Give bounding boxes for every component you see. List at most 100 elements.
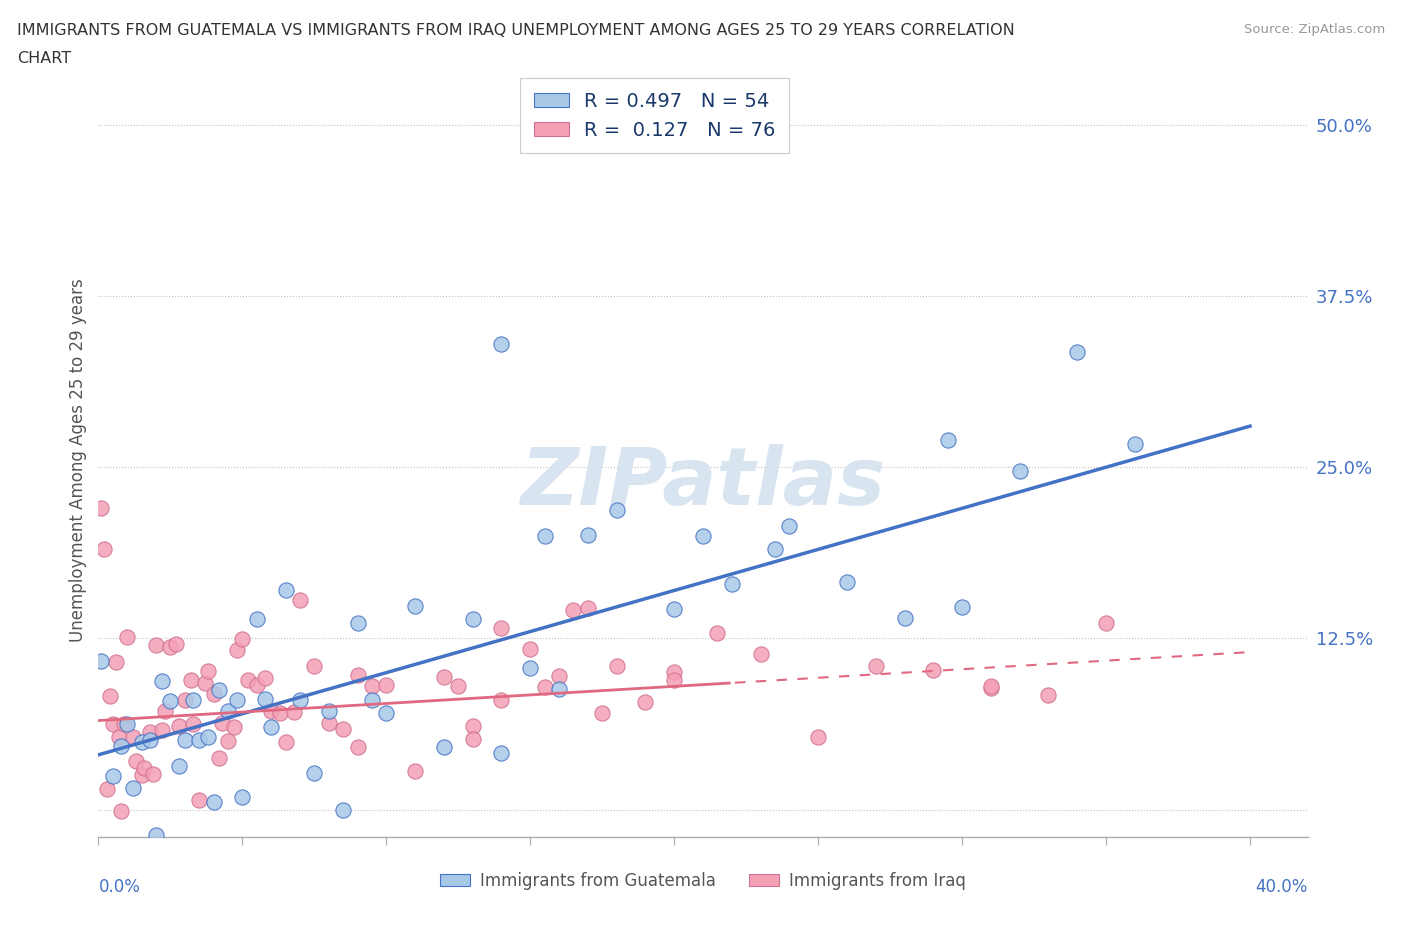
Point	[720, 577, 742, 591]
Point	[104, 655, 127, 670]
Point	[591, 705, 613, 720]
Text: CHART: CHART	[17, 51, 70, 66]
Point	[142, 766, 165, 781]
Point	[461, 611, 484, 626]
Point	[183, 693, 205, 708]
Point	[110, 739, 132, 754]
Point	[101, 717, 124, 732]
Point	[231, 631, 253, 646]
Point	[98, 688, 121, 703]
Point	[90, 501, 112, 516]
Point	[159, 640, 181, 655]
Point	[1038, 687, 1060, 702]
Point	[332, 803, 354, 817]
Point	[361, 679, 384, 694]
Point	[361, 692, 384, 707]
Point	[274, 735, 297, 750]
Point	[304, 658, 326, 673]
Point	[145, 638, 167, 653]
Point	[548, 682, 571, 697]
Point	[183, 717, 205, 732]
Point	[1123, 437, 1146, 452]
Point	[576, 600, 599, 615]
Point	[807, 729, 830, 744]
Point	[533, 528, 555, 543]
Point	[131, 768, 153, 783]
Point	[217, 734, 239, 749]
Point	[145, 827, 167, 842]
Point	[236, 672, 259, 687]
Point	[153, 704, 176, 719]
Point	[225, 693, 247, 708]
Point	[664, 672, 686, 687]
Point	[188, 792, 211, 807]
Point	[122, 729, 145, 744]
Point	[1095, 616, 1118, 631]
Point	[332, 721, 354, 736]
Point	[197, 729, 219, 744]
Point	[288, 692, 311, 707]
Point	[208, 683, 231, 698]
Point	[763, 542, 786, 557]
Point	[433, 739, 456, 754]
Point	[606, 658, 628, 673]
Point	[202, 794, 225, 809]
Text: 0.0%: 0.0%	[98, 879, 141, 897]
Point	[180, 672, 202, 687]
Point	[288, 592, 311, 607]
Point	[202, 686, 225, 701]
Point	[950, 600, 973, 615]
Point	[93, 542, 115, 557]
Point	[491, 621, 513, 636]
Point	[231, 790, 253, 804]
Point	[692, 529, 714, 544]
Point	[254, 671, 277, 685]
Point	[112, 716, 135, 731]
Text: ZIPatlas: ZIPatlas	[520, 444, 886, 522]
Point	[634, 695, 657, 710]
Point	[346, 616, 368, 631]
Point	[749, 646, 772, 661]
Point	[197, 664, 219, 679]
Point	[254, 691, 277, 706]
Point	[1008, 463, 1031, 478]
Point	[433, 670, 456, 684]
Point	[980, 679, 1002, 694]
Point	[562, 603, 585, 618]
Point	[115, 630, 138, 644]
Point	[90, 654, 112, 669]
Point	[260, 719, 283, 734]
Point	[274, 583, 297, 598]
Point	[491, 693, 513, 708]
Point	[165, 636, 187, 651]
Point	[150, 723, 173, 737]
Point	[131, 735, 153, 750]
Point	[447, 678, 470, 693]
Point	[318, 704, 340, 719]
Point	[375, 706, 398, 721]
Point	[706, 626, 728, 641]
Point	[173, 732, 195, 747]
Point	[980, 681, 1002, 696]
Point	[167, 759, 190, 774]
Point	[283, 704, 305, 719]
Point	[664, 665, 686, 680]
Point	[107, 730, 129, 745]
Point	[115, 717, 138, 732]
Point	[150, 673, 173, 688]
Point	[404, 598, 426, 613]
Legend: Immigrants from Guatemala, Immigrants from Iraq: Immigrants from Guatemala, Immigrants fr…	[433, 865, 973, 897]
Point	[246, 612, 269, 627]
Text: 40.0%: 40.0%	[1256, 879, 1308, 897]
Text: IMMIGRANTS FROM GUATEMALA VS IMMIGRANTS FROM IRAQ UNEMPLOYMENT AMONG AGES 25 TO : IMMIGRANTS FROM GUATEMALA VS IMMIGRANTS …	[17, 23, 1015, 38]
Point	[893, 611, 915, 626]
Point	[936, 432, 959, 447]
Point	[404, 764, 426, 778]
Point	[533, 679, 555, 694]
Point	[139, 724, 162, 739]
Point	[1066, 345, 1088, 360]
Point	[318, 716, 340, 731]
Point	[461, 718, 484, 733]
Point	[346, 739, 368, 754]
Point	[865, 658, 887, 673]
